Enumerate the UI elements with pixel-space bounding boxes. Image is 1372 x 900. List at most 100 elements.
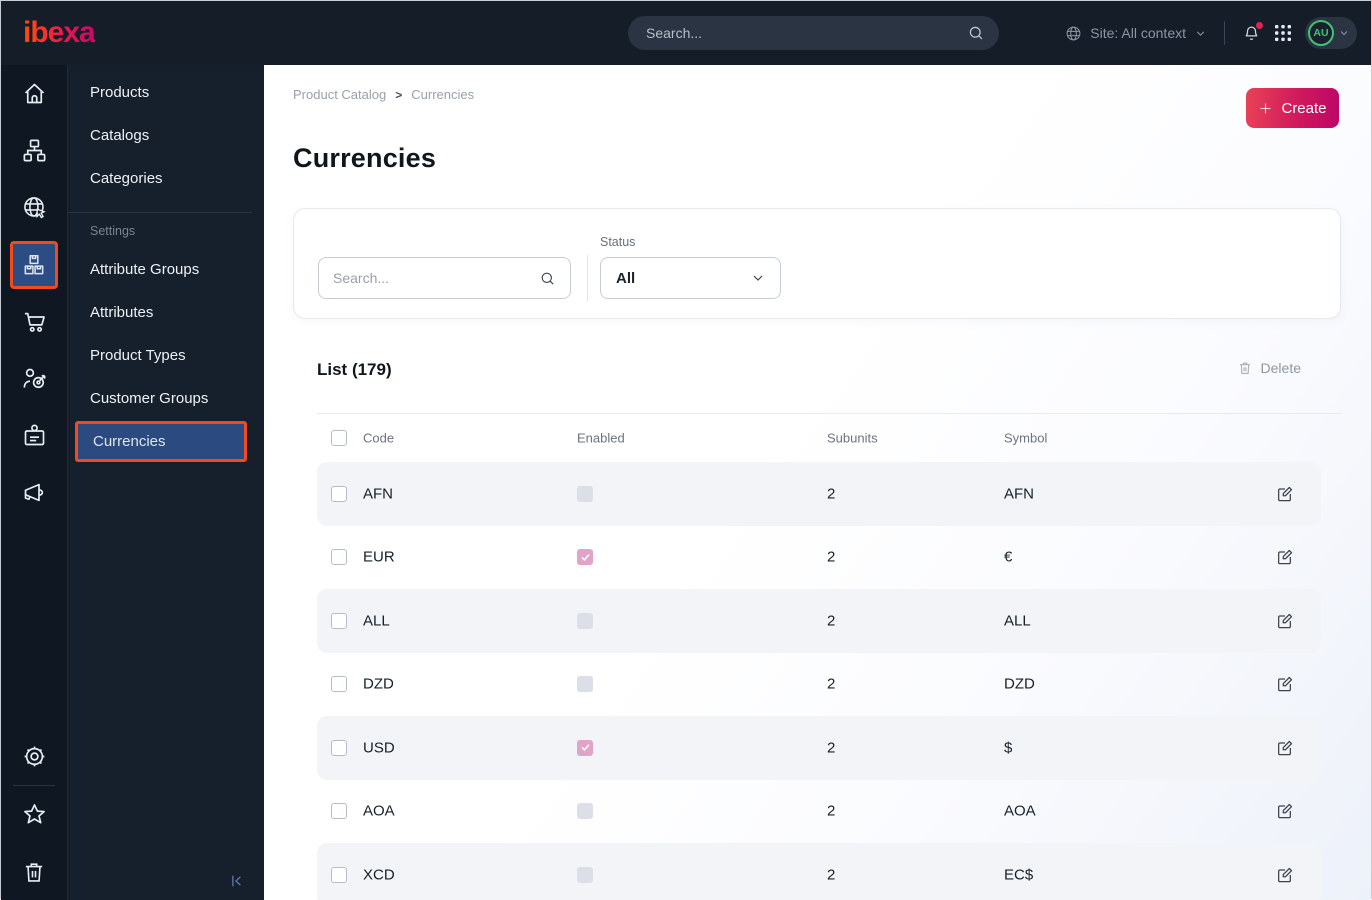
bookmarks-star-icon[interactable]	[1, 786, 67, 843]
table-row[interactable]: DZD 2 DZD	[317, 653, 1321, 717]
sidebar-item-categories[interactable]: Categories	[90, 170, 163, 187]
currency-code: EUR	[363, 548, 395, 566]
ibexa-logo[interactable]: ibexa	[23, 16, 96, 49]
megaphone-icon[interactable]	[1, 464, 67, 521]
row-select-checkbox[interactable]	[331, 866, 347, 883]
edit-icon[interactable]	[1275, 865, 1295, 885]
currency-code: ALL	[363, 612, 390, 630]
topbar-right-cluster: Site: All context AU	[1065, 17, 1371, 49]
column-header-subunits: Subunits	[827, 430, 878, 446]
search-icon	[539, 270, 556, 287]
page-title: Currencies	[293, 143, 437, 173]
cart-icon[interactable]	[1, 293, 67, 350]
row-select-checkbox[interactable]	[331, 676, 347, 693]
site-context-switcher[interactable]: Site: All context	[1065, 25, 1207, 42]
row-select-checkbox[interactable]	[331, 612, 347, 629]
notification-dot	[1256, 21, 1263, 29]
row-select-checkbox[interactable]	[331, 549, 347, 566]
row-select-checkbox[interactable]	[331, 485, 347, 502]
edit-icon[interactable]	[1275, 484, 1295, 504]
rail-divider	[13, 785, 55, 786]
currency-code: AFN	[363, 485, 393, 503]
chevron-down-icon	[1194, 27, 1207, 40]
enabled-checkbox	[577, 676, 593, 693]
table-row[interactable]: XCD 2 EC$	[317, 843, 1321, 900]
enabled-checkbox	[577, 866, 593, 883]
filter-divider	[587, 255, 588, 301]
global-search-input[interactable]	[646, 25, 967, 41]
currency-symbol: $	[1004, 739, 1013, 757]
sidebar-item-products[interactable]: Products	[90, 84, 150, 101]
currency-symbol: ALL	[1004, 612, 1031, 630]
currency-subunits: 2	[827, 548, 836, 566]
table-row[interactable]: AOA 2 AOA	[317, 780, 1321, 844]
sidebar-item-catalogs[interactable]: Catalogs	[90, 127, 150, 144]
sidebar-settings-label: Settings	[90, 223, 136, 238]
customer-card-icon[interactable]	[1, 407, 67, 464]
settings-gear-icon[interactable]	[1, 728, 67, 785]
create-button-label: Create	[1281, 99, 1327, 117]
sidebar-collapse-icon[interactable]	[228, 872, 246, 890]
global-search[interactable]	[628, 16, 999, 50]
audience-target-icon[interactable]	[1, 350, 67, 407]
currency-code: DZD	[363, 675, 394, 693]
column-header-code: Code	[363, 430, 395, 446]
list-search-field[interactable]	[318, 257, 571, 299]
currency-code: XCD	[363, 866, 395, 884]
globe-icon	[1065, 25, 1082, 42]
breadcrumb-parent[interactable]: Product Catalog	[293, 87, 387, 102]
site-context-label: Site: All context	[1090, 25, 1186, 41]
sidebar-item-customer-groups[interactable]: Customer Groups	[90, 390, 209, 407]
breadcrumb: Product Catalog > Currencies	[293, 87, 474, 102]
nav-rail	[1, 65, 67, 900]
enabled-checkbox	[577, 485, 593, 502]
currency-subunits: 2	[827, 612, 836, 630]
create-button[interactable]: Create	[1246, 88, 1339, 128]
search-icon	[967, 24, 985, 42]
edit-icon[interactable]	[1275, 674, 1295, 694]
edit-icon[interactable]	[1275, 547, 1295, 567]
notifications-bell-icon[interactable]	[1242, 21, 1263, 43]
table-row[interactable]: USD 2 $	[317, 716, 1321, 780]
select-all-checkbox[interactable]	[331, 430, 347, 446]
apps-grid-icon[interactable]	[1274, 24, 1292, 42]
table-row[interactable]: AFN 2 AFN	[317, 462, 1321, 526]
sidebar-item-product-types[interactable]: Product Types	[90, 347, 186, 364]
table-row[interactable]: ALL 2 ALL	[317, 589, 1321, 653]
currency-subunits: 2	[827, 866, 836, 884]
row-select-checkbox[interactable]	[331, 739, 347, 756]
edit-icon[interactable]	[1275, 738, 1295, 758]
delete-button[interactable]: Delete	[1237, 360, 1301, 376]
site-structure-icon[interactable]	[1, 122, 67, 179]
breadcrumb-separator-icon: >	[395, 87, 403, 102]
currency-subunits: 2	[827, 802, 836, 820]
sidebar-item-currencies[interactable]: Currencies	[75, 421, 247, 462]
table-row[interactable]: EUR 2 €	[317, 526, 1321, 590]
chevron-down-icon	[750, 270, 766, 286]
breadcrumb-current: Currencies	[411, 87, 475, 102]
column-header-enabled: Enabled	[577, 430, 625, 446]
column-header-symbol: Symbol	[1004, 430, 1048, 446]
enabled-checkbox	[577, 549, 593, 566]
sidebar-item-attribute-groups[interactable]: Attribute Groups	[90, 261, 200, 278]
topbar: ibexa Site: All context	[1, 1, 1371, 65]
enabled-checkbox	[577, 803, 593, 820]
currency-code: USD	[363, 739, 395, 757]
edit-icon[interactable]	[1275, 801, 1295, 821]
sidebar-item-attributes[interactable]: Attributes	[90, 304, 154, 321]
currency-code: AOA	[363, 802, 395, 820]
edit-icon[interactable]	[1275, 611, 1295, 631]
enabled-checkbox	[577, 612, 593, 629]
currency-subunits: 2	[827, 485, 836, 503]
user-menu[interactable]: AU	[1305, 17, 1357, 49]
trash-icon[interactable]	[1, 843, 67, 900]
row-select-checkbox[interactable]	[331, 803, 347, 820]
sidebar-divider	[68, 212, 252, 213]
filter-card: Status All	[293, 208, 1341, 319]
globe-pointer-icon[interactable]	[1, 179, 67, 236]
status-dropdown[interactable]: All	[600, 257, 781, 299]
product-catalog-icon[interactable]	[10, 240, 58, 289]
home-icon[interactable]	[1, 65, 67, 122]
currency-symbol: AFN	[1004, 485, 1034, 503]
list-search-input[interactable]	[333, 270, 539, 286]
